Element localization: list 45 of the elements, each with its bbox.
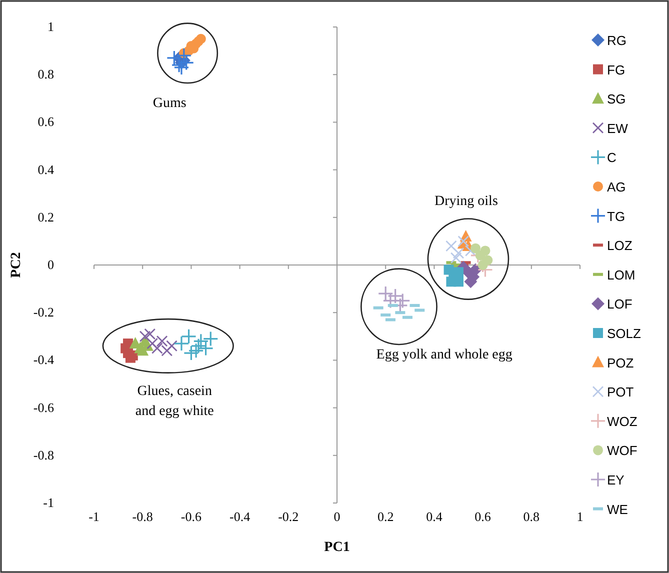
legend-label: WE bbox=[607, 502, 628, 517]
x-tick-label: -0.6 bbox=[180, 509, 202, 524]
legend-label: SG bbox=[607, 92, 626, 107]
annotation: Gums bbox=[152, 96, 186, 112]
x-tick-label: 0.8 bbox=[523, 509, 540, 524]
legend-label: EY bbox=[607, 472, 625, 488]
x-tick-label: -0.2 bbox=[278, 509, 299, 524]
legend-label: LOF bbox=[607, 296, 632, 312]
y-tick-label: 0 bbox=[48, 257, 54, 272]
y-tick-label: -0.8 bbox=[33, 447, 54, 462]
y-tick-label: -0.2 bbox=[33, 304, 54, 320]
x-tick-label: 1 bbox=[576, 509, 584, 524]
x-axis-title: PC1 bbox=[324, 540, 350, 555]
legend-label: RG bbox=[607, 33, 626, 48]
x-tick-label: 0.4 bbox=[426, 509, 443, 524]
legend-label: LOM bbox=[607, 267, 636, 282]
y-tick-label: 1 bbox=[48, 19, 54, 34]
legend-label: LOZ bbox=[607, 238, 632, 254]
annotation: Drying oils bbox=[434, 194, 498, 209]
legend-label: C bbox=[607, 150, 616, 166]
x-tick-label: -0.4 bbox=[230, 509, 251, 524]
y-tick-label: -1 bbox=[43, 495, 54, 510]
legend-label: AG bbox=[607, 180, 626, 194]
x-tick-label: -1 bbox=[88, 509, 100, 524]
annotation: Egg yolk and whole egg bbox=[376, 347, 512, 362]
legend-label: POT bbox=[607, 384, 634, 400]
legend-label: TG bbox=[607, 208, 626, 224]
y-axis-title: PC2 bbox=[9, 252, 24, 278]
x-tick-label: 0.2 bbox=[377, 509, 394, 524]
x-tick-label: 0 bbox=[334, 509, 340, 524]
y-tick-label: 0.6 bbox=[38, 114, 54, 130]
legend-label: EW bbox=[607, 120, 629, 136]
y-tick-label: 0.8 bbox=[38, 66, 54, 82]
legend-label: WOF bbox=[607, 443, 638, 458]
y-tick-label: 0.4 bbox=[38, 162, 54, 177]
y-tick-label: -0.4 bbox=[33, 352, 54, 368]
legend-label: POZ bbox=[607, 355, 634, 370]
legend-label: FG bbox=[607, 62, 626, 78]
legend-label: WOZ bbox=[607, 414, 638, 429]
x-tick-label: -0.8 bbox=[132, 509, 153, 524]
annotation: Glues, casein and egg white bbox=[135, 384, 214, 419]
x-tick-label: 0.6 bbox=[474, 509, 492, 524]
legend-label: SOLZ bbox=[607, 326, 642, 341]
y-tick-label: -0.6 bbox=[33, 400, 54, 415]
y-tick-label: 0.2 bbox=[38, 209, 54, 224]
